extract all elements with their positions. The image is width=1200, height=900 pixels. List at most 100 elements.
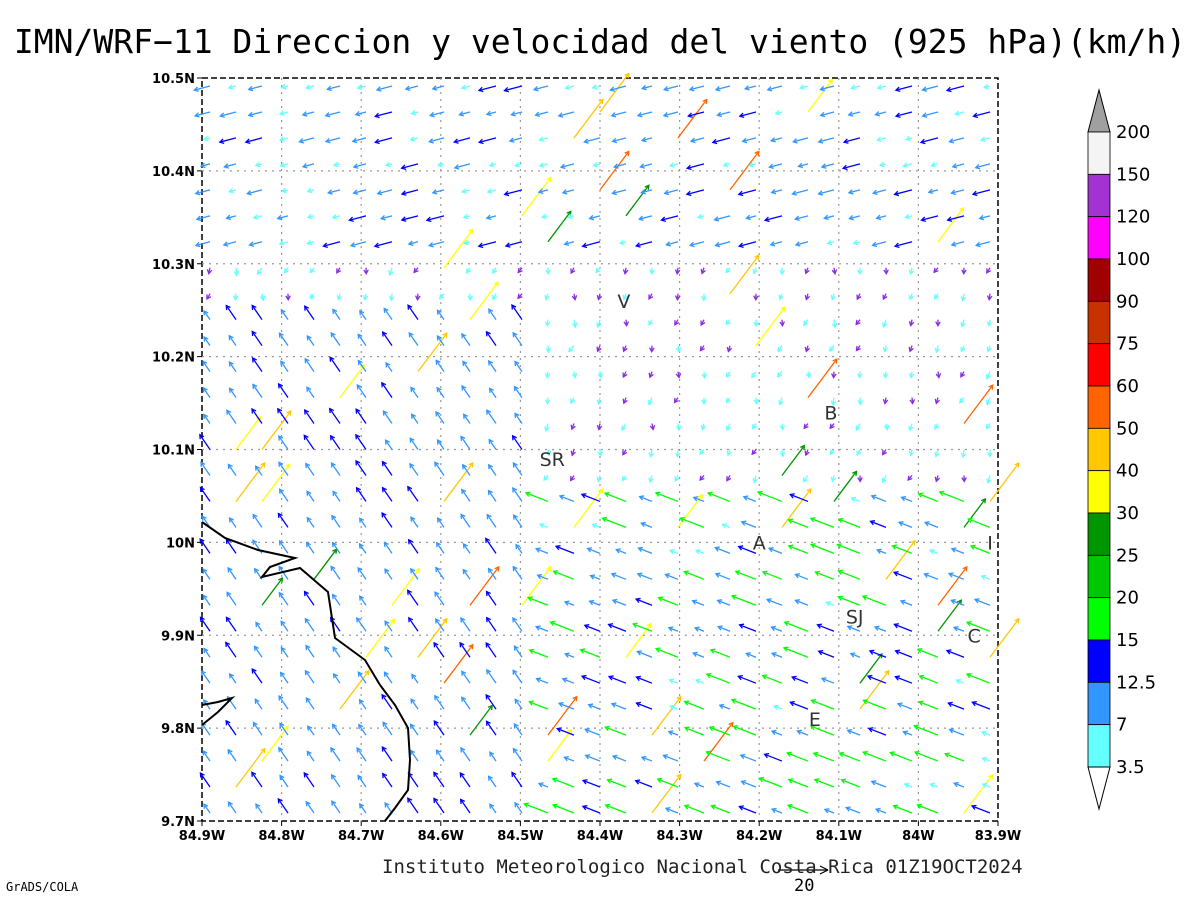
wind-vector [485,537,497,554]
wind-vector [332,161,341,168]
wind-vector [376,189,393,196]
wind-vector [461,384,471,398]
wind-vector [512,461,523,476]
wind-vector [485,590,497,606]
wind-vector [571,371,578,379]
wind-vector [557,111,575,118]
wind-vector [899,599,913,606]
wind-vector [477,85,497,93]
colorbar-box [1087,470,1111,514]
wind-vector [492,267,498,275]
wind-vector [874,807,887,814]
wind-vector [745,214,757,221]
wind-vector [534,547,549,554]
wind-vector [761,674,783,684]
wind-vector [947,701,965,710]
wind-vector [305,800,315,814]
wind-vector [434,461,445,476]
wind-vector [382,410,393,424]
wind-vector [950,547,965,554]
wind-vector [842,137,861,144]
wind-vector [226,409,237,424]
wind-vector [912,724,939,736]
wind-vector [770,625,783,632]
wind-vector [469,565,500,606]
wind-vector [570,449,576,457]
wind-vector [845,806,861,814]
wind-vector [752,475,758,484]
wind-vector [246,189,263,196]
wind-vector [789,700,809,710]
wind-vectors [193,72,1020,814]
wind-vector [622,449,628,456]
wind-vector [458,111,471,117]
wind-vector [618,239,627,246]
wind-vector [556,727,575,736]
wind-vector [607,623,627,632]
wind-vector [937,206,965,243]
wind-vector [383,671,393,684]
wind-vector [504,241,523,248]
wind-vector [225,304,237,321]
wind-vector [955,678,965,685]
wind-vector [545,345,552,354]
wind-vector [514,360,523,372]
y-axis-ticks: 10.5N 10.4N 10.3N 10.2N 10.1N 10N 9.9N 9.8N 9.7N [152,72,202,830]
wind-vector [825,600,835,607]
wind-vector [278,591,289,606]
wind-vector [380,215,393,221]
wind-vector [461,670,471,684]
wind-vector [699,345,705,352]
wind-vector [443,461,474,502]
wind-vector [751,371,757,379]
wind-vector [902,162,913,168]
wind-vector [277,512,289,528]
wind-vector [279,671,289,684]
wind-vector [261,410,292,450]
wind-vector [945,85,965,93]
wind-vector [256,267,263,276]
wind-vector [547,695,578,736]
wind-vector [903,782,913,789]
wind-vector [547,728,573,762]
wind-vector [674,267,681,275]
wind-vector [982,83,991,90]
wind-vector [876,84,887,90]
wind-vector [921,111,939,118]
wind-vector [514,412,523,424]
wind-vector [375,85,393,92]
wind-vector [306,334,315,347]
wind-vector [305,541,315,554]
x-tick-label: 84.4W [577,829,623,844]
place-label-c: C [967,625,980,647]
wind-vector [705,750,731,762]
wind-vector [638,495,653,503]
wind-vector [261,577,284,606]
place-label-a: A [753,532,766,554]
wind-vector [664,573,679,580]
wind-vector [193,85,211,92]
wind-vector [849,652,861,658]
wind-vector [714,546,731,554]
wind-vector [363,267,369,276]
wind-vector [657,596,679,606]
wind-vector [648,449,655,458]
colorbar-box [1087,385,1111,429]
wind-vector [978,214,991,221]
wind-vector [917,492,939,503]
colorbar-label: 50 [1116,418,1139,439]
wind-vector [199,162,211,169]
wind-vector [934,423,940,430]
wind-vector [807,78,833,113]
wind-vector [950,241,965,247]
wind-vector [882,319,888,329]
wind-vector [721,523,731,529]
wind-vector [726,345,733,353]
wind-vector [247,85,263,92]
wind-vector [438,293,445,300]
wind-vector [552,570,575,580]
wind-vector [807,358,838,398]
wind-vector [557,702,575,710]
wind-vector [960,345,966,353]
colorbar-box [1087,173,1111,218]
